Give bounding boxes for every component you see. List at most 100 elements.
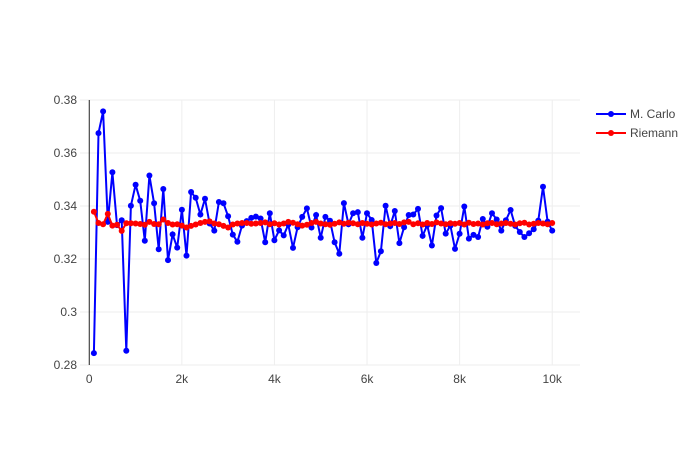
data-point[interactable] bbox=[424, 220, 431, 226]
data-point[interactable] bbox=[438, 220, 445, 227]
data-point[interactable] bbox=[493, 221, 500, 228]
data-point[interactable] bbox=[535, 220, 542, 226]
data-point[interactable] bbox=[234, 220, 241, 227]
data-point[interactable] bbox=[266, 221, 273, 228]
data-point[interactable] bbox=[410, 221, 417, 228]
data-point[interactable] bbox=[336, 250, 343, 257]
data-point[interactable] bbox=[368, 217, 375, 223]
data-point[interactable] bbox=[127, 202, 134, 209]
data-point[interactable] bbox=[373, 260, 380, 266]
data-point[interactable] bbox=[489, 210, 495, 217]
data-point[interactable] bbox=[382, 221, 389, 228]
data-point[interactable] bbox=[308, 220, 315, 226]
data-point[interactable] bbox=[391, 208, 398, 214]
legend-item[interactable]: M. Carlo bbox=[596, 107, 676, 121]
data-point[interactable] bbox=[433, 212, 440, 219]
data-point[interactable] bbox=[465, 219, 472, 226]
data-point[interactable] bbox=[475, 234, 482, 240]
data-point[interactable] bbox=[280, 220, 287, 227]
data-point[interactable] bbox=[415, 205, 421, 212]
data-point[interactable] bbox=[285, 218, 292, 225]
data-point[interactable] bbox=[419, 221, 426, 228]
data-point[interactable] bbox=[461, 221, 468, 228]
data-point[interactable] bbox=[183, 224, 190, 231]
data-point[interactable] bbox=[452, 220, 458, 227]
legend[interactable]: M. Carlo Riemann bbox=[596, 107, 678, 140]
data-point[interactable] bbox=[215, 221, 222, 228]
data-point[interactable] bbox=[280, 232, 287, 239]
data-point[interactable] bbox=[512, 221, 519, 228]
data-point[interactable] bbox=[521, 219, 528, 226]
data-point[interactable] bbox=[165, 257, 171, 264]
data-point[interactable] bbox=[169, 221, 176, 228]
data-point[interactable] bbox=[290, 219, 296, 226]
data-point[interactable] bbox=[303, 205, 310, 212]
data-point[interactable] bbox=[160, 186, 167, 192]
data-point[interactable] bbox=[146, 218, 153, 225]
data-point[interactable] bbox=[317, 220, 324, 227]
data-point[interactable] bbox=[340, 200, 347, 207]
data-point[interactable] bbox=[470, 231, 477, 238]
data-point[interactable] bbox=[396, 221, 403, 227]
data-point[interactable] bbox=[151, 221, 158, 227]
data-point[interactable] bbox=[248, 220, 255, 227]
data-point[interactable] bbox=[95, 130, 102, 137]
data-point[interactable] bbox=[428, 242, 435, 249]
data-point[interactable] bbox=[521, 234, 528, 240]
data-point[interactable] bbox=[322, 213, 329, 220]
data-point[interactable] bbox=[489, 220, 495, 226]
data-point[interactable] bbox=[456, 220, 463, 226]
data-point[interactable] bbox=[405, 212, 412, 218]
data-point[interactable] bbox=[174, 244, 181, 251]
data-point[interactable] bbox=[165, 220, 171, 226]
data-point[interactable] bbox=[169, 231, 176, 238]
data-point[interactable] bbox=[452, 245, 458, 252]
data-point[interactable] bbox=[438, 205, 445, 212]
data-point[interactable] bbox=[516, 229, 523, 235]
data-point[interactable] bbox=[498, 227, 505, 234]
data-point[interactable] bbox=[276, 221, 283, 228]
data-point[interactable] bbox=[299, 222, 306, 229]
data-point[interactable] bbox=[225, 224, 232, 231]
data-point[interactable] bbox=[252, 213, 259, 220]
data-point[interactable] bbox=[123, 347, 130, 354]
data-point[interactable] bbox=[188, 222, 195, 229]
data-point[interactable] bbox=[211, 227, 218, 234]
data-point[interactable] bbox=[303, 221, 310, 228]
data-point[interactable] bbox=[415, 220, 421, 227]
data-point[interactable] bbox=[151, 200, 158, 207]
data-point[interactable] bbox=[155, 246, 162, 253]
data-point[interactable] bbox=[104, 210, 111, 217]
data-point[interactable] bbox=[252, 220, 259, 227]
data-point[interactable] bbox=[90, 208, 97, 215]
data-point[interactable] bbox=[257, 215, 264, 222]
data-point[interactable] bbox=[526, 221, 533, 228]
data-point[interactable] bbox=[109, 169, 116, 176]
data-point[interactable] bbox=[137, 197, 144, 204]
data-point[interactable] bbox=[387, 220, 394, 227]
data-point[interactable] bbox=[336, 219, 343, 226]
data-point[interactable] bbox=[405, 218, 412, 225]
data-point[interactable] bbox=[470, 221, 477, 227]
data-point[interactable] bbox=[178, 206, 185, 213]
data-point[interactable] bbox=[155, 221, 162, 228]
data-point[interactable] bbox=[276, 227, 283, 234]
data-point[interactable] bbox=[248, 214, 255, 221]
data-point[interactable] bbox=[123, 220, 130, 227]
data-point[interactable] bbox=[95, 220, 102, 226]
data-point[interactable] bbox=[197, 220, 204, 226]
data-point[interactable] bbox=[322, 221, 329, 228]
data-point[interactable] bbox=[137, 221, 144, 227]
data-point[interactable] bbox=[540, 183, 546, 190]
data-point[interactable] bbox=[290, 244, 296, 251]
data-point[interactable] bbox=[229, 231, 236, 238]
data-point[interactable] bbox=[373, 220, 380, 227]
data-point[interactable] bbox=[391, 220, 398, 226]
data-point[interactable] bbox=[364, 210, 370, 217]
data-point[interactable] bbox=[114, 221, 120, 228]
data-point[interactable] bbox=[141, 221, 148, 228]
data-point[interactable] bbox=[109, 222, 116, 229]
data-point[interactable] bbox=[433, 219, 440, 226]
data-point[interactable] bbox=[540, 220, 546, 227]
data-point[interactable] bbox=[317, 234, 324, 241]
